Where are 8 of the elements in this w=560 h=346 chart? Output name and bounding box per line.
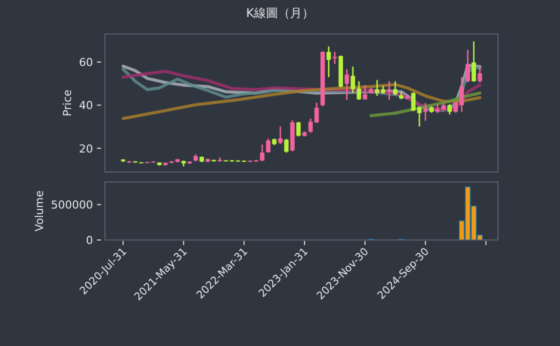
chart-title: K線圖（月） — [246, 6, 314, 20]
y-axis-title: Volume — [33, 190, 46, 232]
y-tick-label: 60 — [79, 56, 93, 70]
y-axis-title: Price — [61, 89, 74, 116]
y-tick-label: 500000 — [51, 198, 93, 212]
y-tick-label: 40 — [79, 99, 93, 112]
y-tick-label: 0 — [86, 234, 93, 247]
y-tick-label: 20 — [79, 142, 93, 156]
